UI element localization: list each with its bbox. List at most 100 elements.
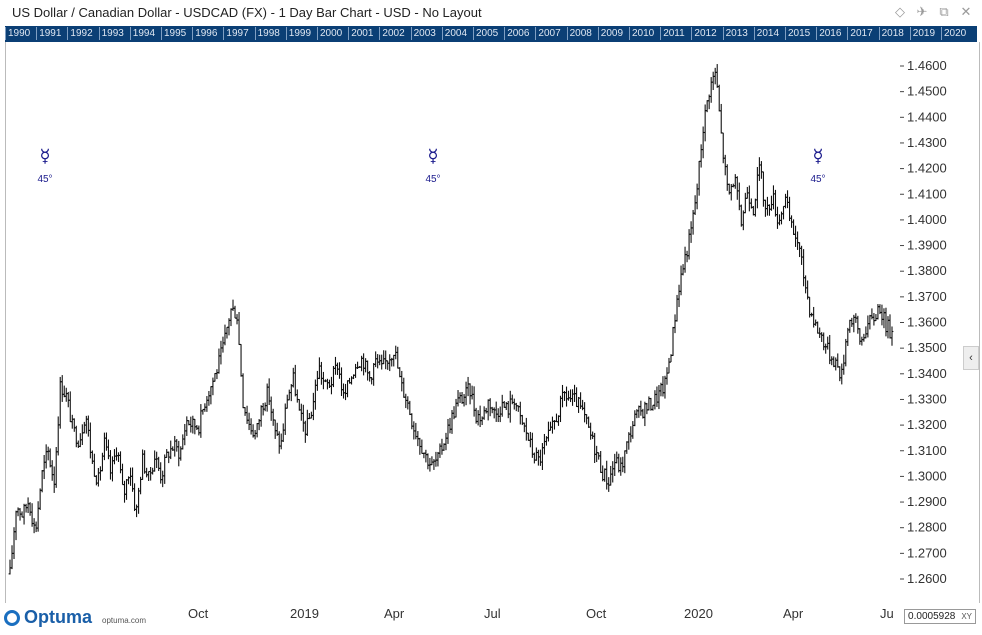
year-label-2005[interactable]: 2005	[473, 27, 498, 40]
ohlc-bar	[643, 401, 647, 427]
ohlc-bar	[147, 470, 151, 482]
year-label-2020[interactable]: 2020	[941, 27, 966, 40]
pin-icon[interactable]: ✈	[916, 4, 928, 19]
ohlc-bar	[318, 357, 321, 380]
year-label-1997[interactable]: 1997	[223, 27, 249, 40]
year-timeline-strip[interactable]: 1990 1991 1992 1993 1994 1995 1996 1997 1998 1999…	[5, 26, 977, 42]
ohlc-bar	[398, 367, 402, 378]
ohlc-bar	[149, 466, 153, 481]
diamond-icon[interactable]: ◇	[895, 4, 905, 19]
year-label-1998[interactable]: 1998	[254, 27, 280, 40]
year-label-2010[interactable]: 2010	[629, 27, 654, 40]
ohlc-bar	[253, 429, 257, 440]
restore-icon[interactable]: ⧉	[939, 4, 949, 19]
mercury-glyph[interactable]: ☿	[427, 146, 438, 167]
ohlc-bar	[315, 370, 319, 391]
price-chart[interactable]: 1.2600 1.2700 1.2800 1.2900 1.3000 1.3100 1.32…	[6, 42, 979, 603]
ohlc-bar	[289, 384, 293, 402]
year-label-1995[interactable]: 1995	[161, 27, 186, 40]
year-label-2008[interactable]: 2008	[566, 27, 592, 40]
ohlc-bar	[50, 460, 54, 481]
ohlc-bar	[856, 315, 860, 334]
close-icon[interactable]: ✕	[960, 4, 972, 19]
year-label-1999[interactable]: 1999	[285, 27, 311, 40]
y-tick-label: 1.2800	[907, 520, 947, 535]
y-tick-label: 1.4500	[907, 84, 947, 99]
xy-readout[interactable]: 0.0005928 XY	[904, 609, 976, 624]
ohlc-bar	[888, 314, 892, 339]
year-label-1990[interactable]: 1990	[5, 27, 30, 40]
year-label-2009[interactable]: 2009	[597, 27, 623, 40]
year-label-2018[interactable]: 2018	[878, 27, 904, 40]
ohlc-bar	[880, 304, 884, 326]
ohlc-bar	[370, 377, 374, 385]
ohlc-bar	[117, 452, 120, 462]
ohlc-bar	[299, 403, 303, 421]
ohlc-bar	[448, 417, 452, 434]
year-label-2004[interactable]: 2004	[441, 27, 467, 40]
ohlc-bar	[733, 174, 737, 189]
ohlc-bar	[462, 394, 466, 407]
ohlc-bar	[400, 370, 404, 392]
year-label-2016[interactable]: 2016	[816, 27, 841, 40]
ohlc-bar	[796, 231, 799, 250]
ohlc-bar	[86, 415, 90, 437]
year-label-2000[interactable]: 2000	[317, 27, 342, 40]
year-label-1992[interactable]: 1992	[67, 27, 93, 40]
ohlc-bar	[599, 450, 603, 473]
year-label-2007[interactable]: 2007	[535, 27, 561, 40]
collapse-panel-button[interactable]: ‹	[963, 346, 979, 370]
ohlc-bar	[681, 264, 685, 276]
year-label-2013[interactable]: 2013	[722, 27, 748, 40]
ohlc-bar	[72, 418, 76, 432]
year-label-2006[interactable]: 2006	[504, 27, 529, 40]
mercury-glyph[interactable]: ☿	[812, 146, 823, 167]
year-label-2014[interactable]: 2014	[753, 27, 779, 40]
optuma-logo-icon	[4, 609, 20, 626]
ohlc-bar	[213, 372, 217, 382]
ohlc-bar	[679, 265, 683, 296]
ohlc-bar	[605, 460, 609, 490]
ohlc-bar	[40, 470, 44, 493]
year-label-2001[interactable]: 2001	[348, 27, 373, 40]
year-label-1993[interactable]: 1993	[98, 27, 124, 40]
ohlc-bar	[739, 204, 743, 227]
year-label-2017[interactable]: 2017	[847, 27, 873, 40]
year-label-2019[interactable]: 2019	[909, 27, 935, 40]
mercury-glyph[interactable]: ☿	[39, 146, 50, 167]
ohlc-bar	[217, 348, 221, 374]
logo-url: optuma.com	[102, 616, 147, 625]
year-label-2002[interactable]: 2002	[379, 27, 405, 40]
x-tick-label: Apr	[783, 606, 804, 621]
ohlc-bar	[478, 405, 482, 428]
ohlc-bar	[822, 332, 826, 351]
year-label-2015[interactable]: 2015	[785, 27, 810, 40]
ohlc-bar	[181, 434, 185, 450]
ohlc-bar	[80, 424, 84, 445]
ohlc-bar	[838, 366, 842, 382]
ohlc-bar	[368, 371, 372, 382]
y-tick-label: 1.3400	[907, 366, 947, 381]
ohlc-bar	[101, 452, 104, 472]
ohlc-bar	[177, 440, 181, 467]
ohlc-bar	[886, 316, 890, 339]
ohlc-bar	[631, 421, 635, 439]
ohlc-bar	[199, 404, 203, 438]
y-tick-label: 1.4100	[907, 186, 947, 201]
ohlc-bar	[424, 449, 428, 463]
year-label-2011[interactable]: 2011	[660, 27, 685, 40]
chart-area[interactable]: 1.2600 1.2700 1.2800 1.2900 1.3000 1.3100 1.32…	[5, 42, 980, 603]
year-label-1996[interactable]: 1996	[192, 27, 217, 40]
year-label-2012[interactable]: 2012	[691, 27, 717, 40]
ohlc-bar	[524, 417, 528, 441]
ohlc-bar	[420, 439, 424, 455]
ohlc-bar	[97, 467, 100, 487]
year-label-1991[interactable]: 1991	[36, 27, 61, 40]
ohlc-bar	[402, 377, 406, 398]
ohlc-bar	[872, 313, 876, 326]
ohlc-bar	[388, 354, 392, 372]
year-label-2003[interactable]: 2003	[410, 27, 436, 40]
ohlc-bar	[697, 160, 701, 196]
ohlc-bar	[629, 426, 633, 443]
year-label-1994[interactable]: 1994	[129, 27, 155, 40]
